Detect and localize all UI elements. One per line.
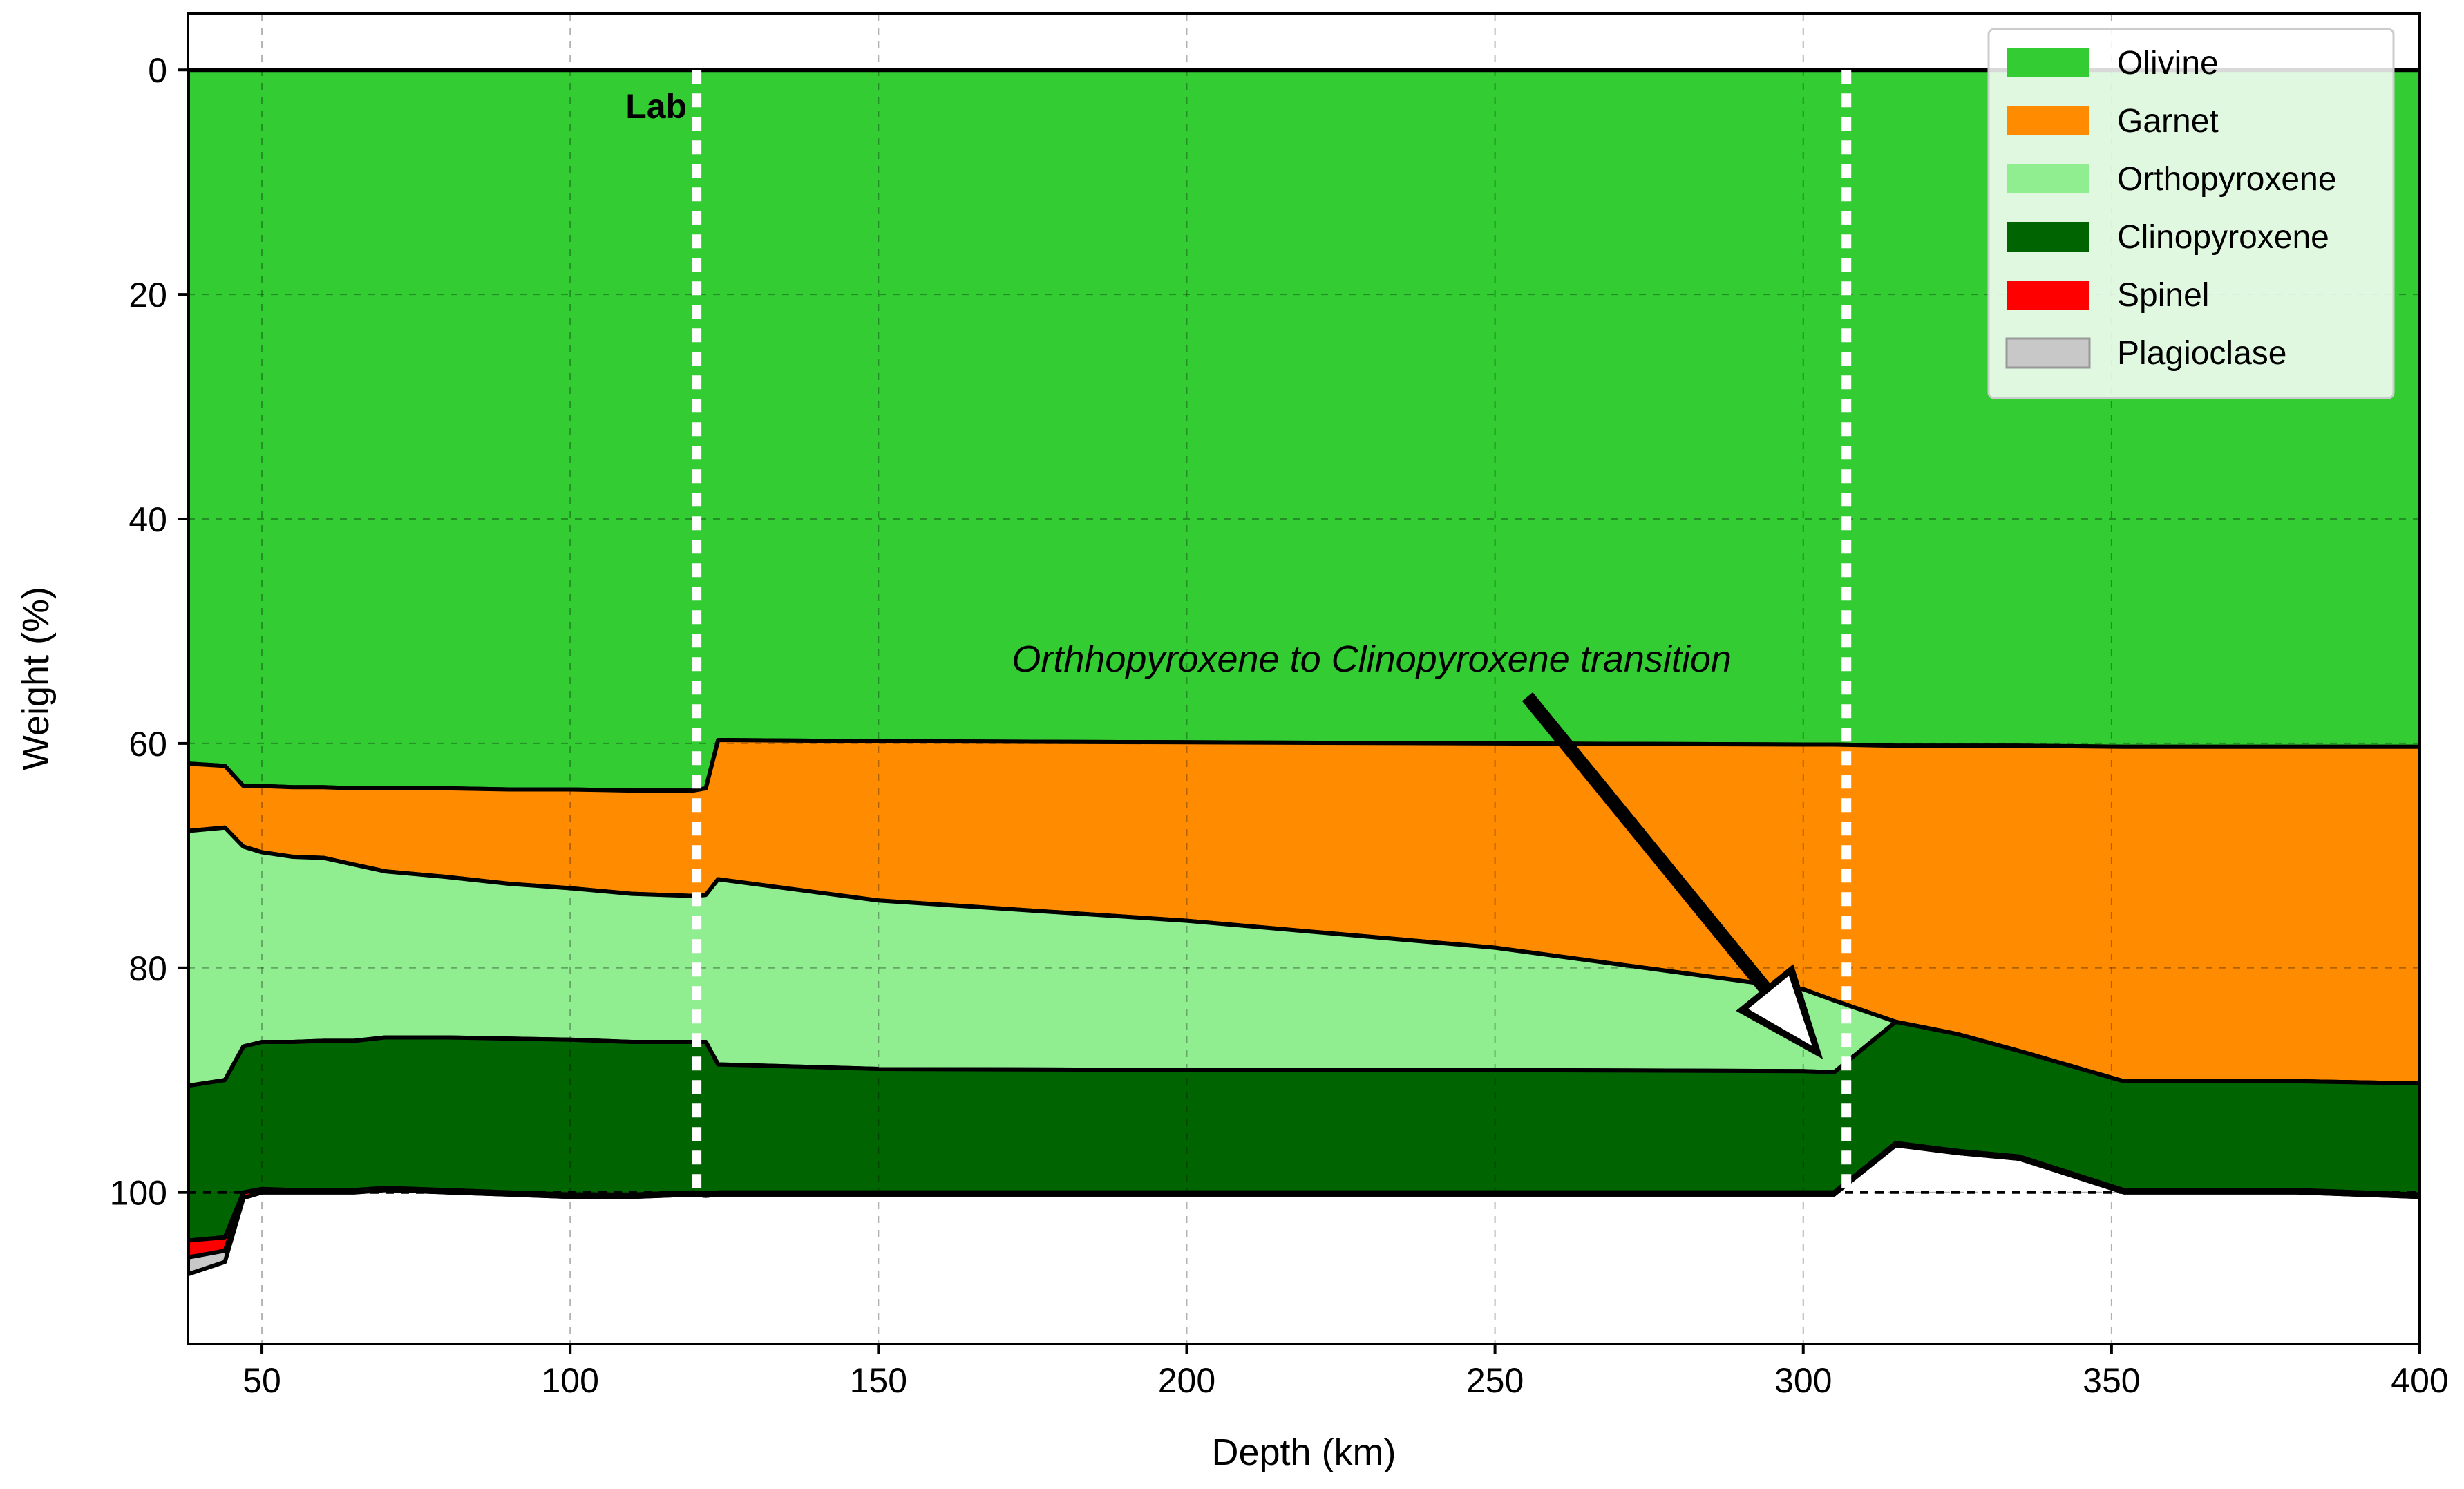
- plot-frame: [187, 12, 2421, 1345]
- y-tick-label: 100: [110, 1174, 167, 1213]
- annotation-text: Orthhopyroxene to Clinopyroxene transiti…: [1012, 638, 1732, 680]
- y-tick-label: 0: [148, 51, 167, 90]
- legend-box: [1987, 28, 2395, 399]
- legend-label-olivine: Olivine: [2117, 45, 2219, 82]
- annotation-arrow-head: [1748, 976, 1812, 1046]
- legend-label-clinopyroxene: Clinopyroxene: [2117, 219, 2329, 256]
- legend-swatch-spinel: [2007, 281, 2089, 310]
- x-axis-ticks: 50 100 150 200 250 300 350 400: [243, 1344, 2449, 1400]
- y-tick-label: 20: [129, 276, 167, 314]
- y-axis-ticks: 0 20 40 60 80 100: [110, 51, 188, 1213]
- legend-swatch-plagioclase: [2005, 337, 2091, 369]
- legend-label-garnet: Garnet: [2117, 103, 2219, 140]
- x-tick-label: 350: [2083, 1361, 2140, 1400]
- legend-swatch-orthopyroxene: [2007, 164, 2089, 193]
- legend: Olivine Garnet Orthopyroxene Clinopyroxene S…: [1987, 28, 2395, 399]
- legend-label-plagioclase: Plagioclase: [2117, 335, 2286, 372]
- x-tick-label: 150: [850, 1361, 907, 1400]
- y-tick-label: 60: [129, 725, 167, 764]
- x-tick-label: 200: [1158, 1361, 1215, 1400]
- reference-lines: Lab: [188, 70, 2420, 1204]
- legend-label-spinel: Spinel: [2117, 277, 2209, 314]
- y-tick-label: 80: [129, 949, 167, 988]
- x-tick-label: 300: [1774, 1361, 1832, 1400]
- x-tick-label: 100: [541, 1361, 598, 1400]
- x-tick-label: 50: [243, 1361, 281, 1400]
- annotation-group: Orthhopyroxene to Clinopyroxene transiti…: [1012, 638, 1823, 1059]
- y-tick-label: 40: [129, 500, 167, 539]
- y-axis-title: Weight (%): [15, 587, 57, 770]
- legend-swatch-clinopyroxene: [2007, 222, 2089, 252]
- x-tick-label: 400: [2391, 1361, 2448, 1400]
- stacked-areas: [188, 68, 2420, 1277]
- legend-label-orthopyroxene: Orthopyroxene: [2117, 161, 2337, 198]
- lab-label: Lab: [625, 87, 687, 126]
- x-tick-label: 250: [1466, 1361, 1524, 1400]
- grid-lines: [188, 14, 2420, 1344]
- x-axis-title: Depth (km): [1211, 1432, 1396, 1473]
- annotation-arrow-shaft: [1522, 692, 1823, 1059]
- legend-swatch-garnet: [2007, 106, 2089, 135]
- legend-swatch-olivine: [2007, 48, 2089, 77]
